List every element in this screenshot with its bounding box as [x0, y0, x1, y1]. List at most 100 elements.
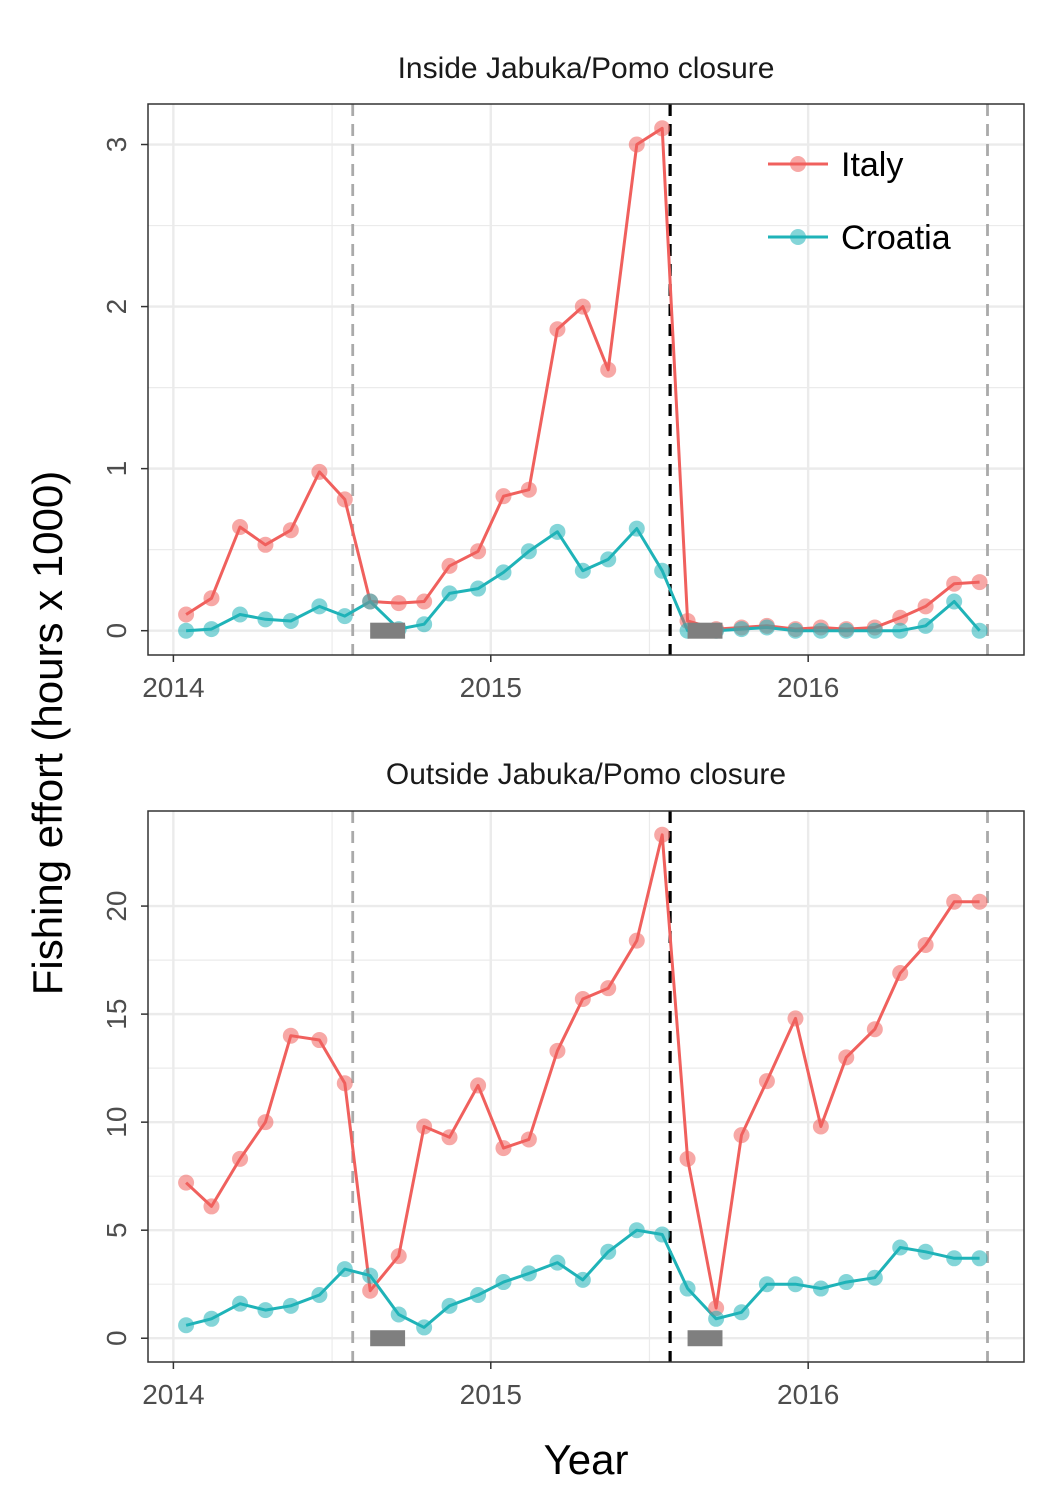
data-point-italy [600, 980, 617, 997]
data-point-croatia [787, 622, 804, 639]
data-point-croatia [946, 593, 963, 610]
data-point-italy [574, 990, 591, 1007]
data-point-croatia [257, 1302, 274, 1319]
closure-period-bar [370, 622, 406, 639]
closure-period-bar [370, 1330, 406, 1347]
data-point-croatia [470, 1287, 487, 1304]
data-point-italy [892, 609, 909, 626]
data-point-croatia [838, 1274, 855, 1291]
data-point-croatia [917, 617, 934, 634]
data-point-croatia [628, 520, 645, 537]
data-point-croatia [733, 1304, 750, 1321]
data-point-italy [495, 1140, 512, 1157]
y-tick-label: 5 [101, 1222, 132, 1238]
data-point-croatia [866, 1269, 883, 1286]
data-point-italy [892, 965, 909, 982]
data-point-croatia [758, 619, 775, 636]
data-point-italy [654, 120, 671, 137]
data-point-italy [203, 1198, 220, 1215]
x-tick-label: 2014 [142, 672, 204, 703]
data-point-italy [733, 1127, 750, 1144]
series-line-croatia [186, 527, 981, 633]
legend-label: Croatia [841, 219, 951, 257]
data-point-italy [971, 574, 988, 591]
data-point-italy [495, 488, 512, 505]
data-point-croatia [971, 622, 988, 639]
data-point-croatia [441, 585, 458, 602]
legend-item-italy: Italy [768, 146, 903, 184]
data-point-croatia [336, 608, 353, 625]
data-point-italy [654, 826, 671, 843]
data-point-croatia [416, 616, 433, 633]
data-point-italy [600, 361, 617, 378]
data-point-italy [441, 557, 458, 574]
data-point-italy [178, 606, 195, 623]
legend: Italy Croatia [768, 146, 951, 257]
data-point-croatia [549, 1254, 566, 1271]
y-tick-label: 0 [101, 1330, 132, 1346]
data-point-croatia [416, 1319, 433, 1336]
data-point-italy [549, 1042, 566, 1059]
data-point-croatia [654, 1226, 671, 1243]
x-tick-label: 2016 [777, 672, 839, 703]
data-point-italy [787, 1010, 804, 1027]
data-point-italy [416, 1118, 433, 1135]
closure-period-bar [687, 622, 723, 639]
data-point-italy [178, 1174, 195, 1191]
y-tick-label: 10 [101, 1107, 132, 1138]
data-point-croatia [495, 1274, 512, 1291]
data-point-croatia [866, 622, 883, 639]
data-point-italy [917, 598, 934, 615]
data-point-italy [812, 1118, 829, 1135]
data-point-croatia [311, 598, 328, 615]
data-point-italy [628, 136, 645, 153]
data-point-croatia [812, 622, 829, 639]
data-point-croatia [946, 1250, 963, 1267]
x-tick-label: 2015 [460, 672, 522, 703]
data-point-italy [574, 298, 591, 315]
data-point-italy [758, 1073, 775, 1090]
x-tick-label: 2015 [460, 1379, 522, 1410]
data-point-italy [470, 543, 487, 560]
legend-key-point [790, 156, 806, 172]
y-tick-label: 20 [101, 890, 132, 921]
y-axis-title: Fishing effort (hours x 1000) [24, 471, 71, 996]
data-point-italy [679, 1150, 696, 1167]
data-point-croatia [574, 1271, 591, 1288]
y-tick-label: 0 [101, 623, 132, 639]
data-point-italy [390, 1248, 407, 1265]
data-point-croatia [232, 1295, 249, 1312]
data-point-italy [838, 1049, 855, 1066]
data-point-croatia [917, 1243, 934, 1260]
data-point-italy [520, 481, 537, 498]
panel-border [147, 103, 1025, 656]
data-point-croatia [892, 622, 909, 639]
data-point-croatia [178, 1317, 195, 1334]
data-point-croatia [282, 612, 299, 629]
data-point-italy [257, 1114, 274, 1131]
data-point-italy [946, 893, 963, 910]
y-tick-label: 3 [101, 137, 132, 153]
data-point-croatia [812, 1280, 829, 1297]
data-point-croatia [232, 606, 249, 623]
data-point-croatia [470, 580, 487, 597]
closure-period-bar [687, 1330, 723, 1347]
data-point-italy [416, 593, 433, 610]
data-point-italy [390, 595, 407, 612]
data-point-italy [336, 491, 353, 508]
data-point-croatia [708, 1310, 725, 1327]
data-point-italy [628, 932, 645, 949]
data-point-croatia [838, 622, 855, 639]
panel-title: Outside Jabuka/Pomo closure [386, 758, 786, 791]
data-point-croatia [311, 1287, 328, 1304]
data-point-croatia [600, 1243, 617, 1260]
data-point-italy [336, 1075, 353, 1092]
legend-key-point [790, 229, 806, 245]
data-point-croatia [257, 611, 274, 628]
data-point-croatia [733, 621, 750, 638]
data-point-croatia [390, 1306, 407, 1323]
data-point-italy [917, 936, 934, 953]
data-point-croatia [971, 1250, 988, 1267]
data-point-croatia [787, 1276, 804, 1293]
